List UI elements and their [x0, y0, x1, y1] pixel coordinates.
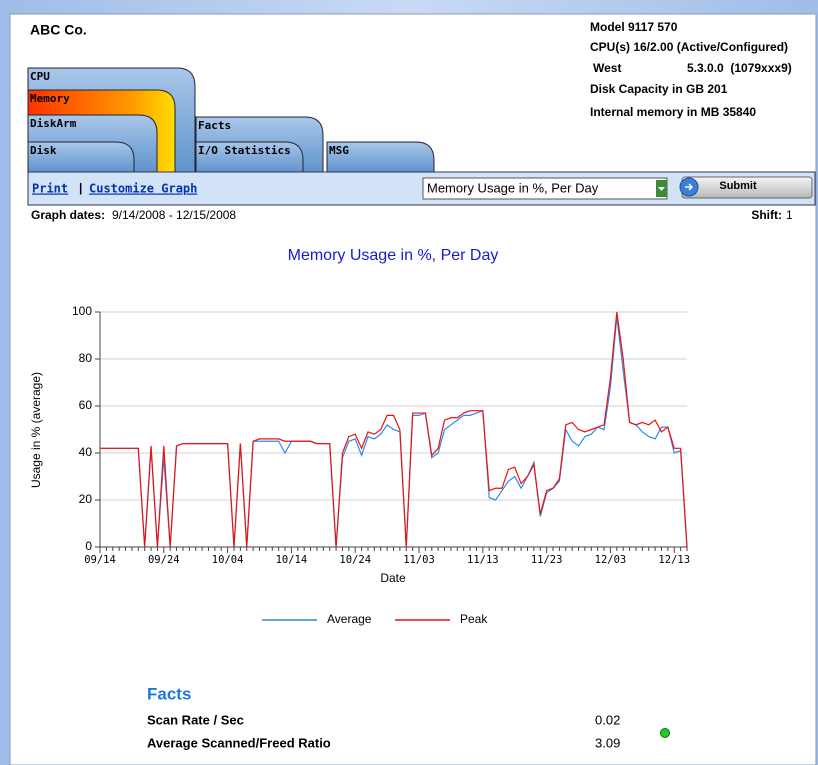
select-value: Memory Usage in %, Per Day: [427, 180, 599, 195]
x-tick-label: 10/24: [339, 554, 371, 566]
memory: Internal memory in MB 35840: [590, 105, 756, 119]
legend-label: Peak: [460, 612, 488, 626]
y-axis-label: Usage in % (average): [29, 372, 43, 488]
tab-label: DiskArm: [30, 117, 77, 130]
x-tick-label: 11/03: [403, 554, 435, 566]
customize-link[interactable]: Customize Graph: [89, 182, 197, 196]
separator: |: [79, 181, 82, 195]
tab-label: Disk: [30, 144, 57, 157]
tab-label: MSG: [329, 144, 349, 157]
y-tick-label: 20: [79, 492, 93, 506]
y-tick-label: 100: [72, 304, 92, 318]
x-axis-label: Date: [380, 571, 406, 585]
status-dot: [660, 728, 670, 738]
fact-label: Average Scanned/Freed Ratio: [147, 735, 331, 750]
submit-arrow: [685, 183, 694, 191]
legend-label: Average: [327, 612, 372, 626]
y-tick-label: 60: [79, 398, 93, 412]
shift: 1: [786, 208, 793, 222]
x-tick-label: 11/13: [467, 554, 499, 566]
shift-label: Shift:: [751, 208, 782, 222]
cpus: CPU(s) 16/2.00 (Active/Configured): [590, 40, 788, 54]
chart: Memory Usage in %, Per Day Date Usage in…: [29, 247, 690, 626]
y-tick-label: 80: [79, 351, 93, 365]
tab-label: Memory: [30, 92, 70, 105]
x-tick-label: 12/03: [595, 554, 627, 566]
version: 5.3.0.0 (1079xxx9): [687, 61, 792, 75]
dates: 9/14/2008 - 12/15/2008: [112, 208, 236, 222]
dates-label: Graph dates:: [31, 208, 105, 222]
y-tick-label: 0: [85, 539, 92, 553]
y-tick-label: 40: [79, 445, 93, 459]
x-tick-label: 09/14: [84, 554, 116, 566]
tab[interactable]: [326, 141, 435, 173]
model: Model 9117 570: [590, 20, 678, 34]
fact-value: 3.09: [595, 735, 620, 750]
tab[interactable]: [195, 141, 304, 173]
tab-label: Facts: [198, 119, 231, 132]
submit-label: Submit: [719, 180, 757, 192]
x-tick-label: 09/24: [148, 554, 180, 566]
x-tick-label: 10/04: [212, 554, 244, 566]
fact-label: Scan Rate / Sec: [147, 712, 244, 727]
line-series: [100, 311, 688, 548]
x-tick-label: 10/14: [276, 554, 308, 566]
company: ABC Co.: [30, 22, 87, 38]
print-link[interactable]: Print: [32, 182, 68, 196]
tab-label: CPU: [30, 70, 50, 83]
facts-title: Facts: [147, 684, 191, 703]
x-tick-label: 11/23: [531, 554, 563, 566]
disk: Disk Capacity in GB 201: [590, 82, 728, 96]
tab[interactable]: [27, 141, 135, 173]
tab-label: I/O Statistics: [198, 144, 291, 157]
x-tick-label: 12/13: [658, 554, 690, 566]
tabs: CPU Memory DiskArm Disk Facts I/O Statistics M…: [27, 67, 435, 173]
region: West: [593, 61, 621, 75]
arrow-icon: [658, 187, 665, 191]
fact-value: 0.02: [595, 712, 620, 727]
chart-title: Memory Usage in %, Per Day: [288, 247, 499, 264]
